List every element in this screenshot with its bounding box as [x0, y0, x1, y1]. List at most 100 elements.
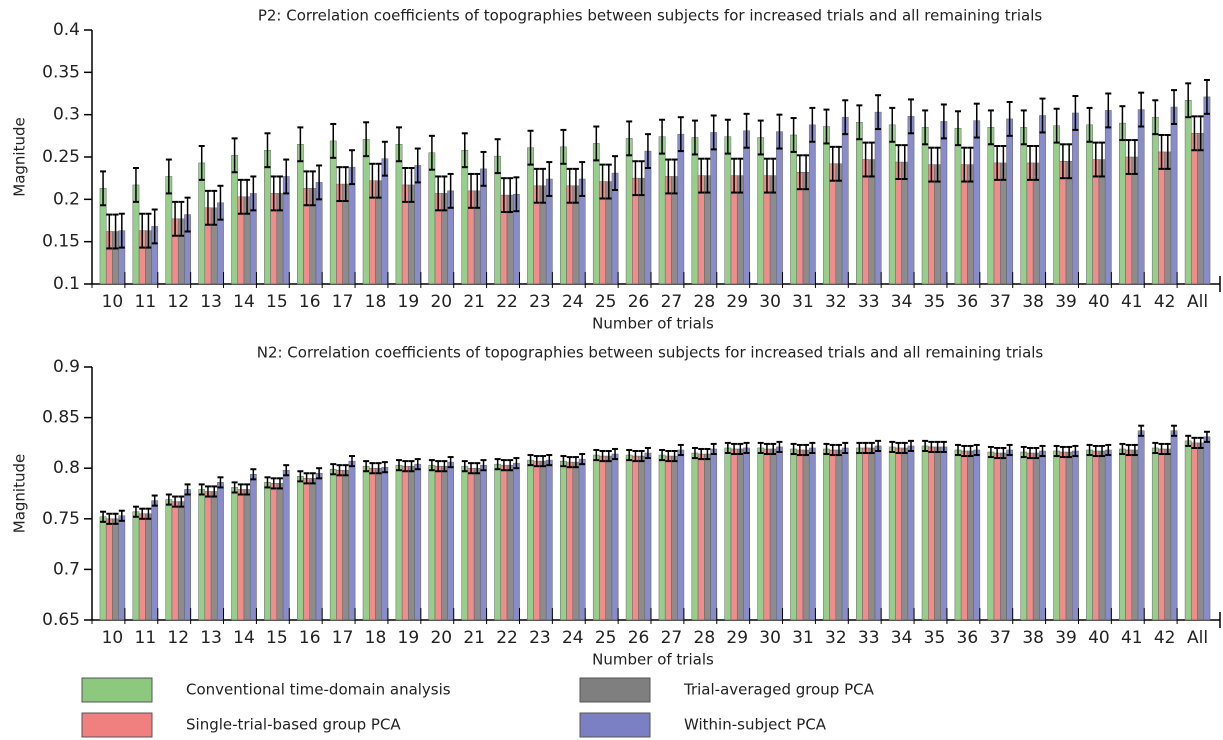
bar: [855, 122, 863, 285]
bar: [928, 446, 935, 621]
bar: [1065, 451, 1073, 621]
legend-label: Conventional time-domain analysis: [186, 681, 451, 699]
x-tick-label: 35: [924, 628, 946, 648]
bar: [808, 447, 816, 621]
bar: [329, 140, 337, 285]
bar: [901, 447, 909, 621]
bar: [1131, 156, 1139, 285]
x-tick-label: 23: [529, 628, 551, 648]
bar: [112, 518, 119, 621]
bar: [539, 460, 547, 621]
bar: [408, 465, 415, 621]
bar: [710, 132, 718, 285]
y-tick-label: 0.65: [42, 610, 80, 630]
x-axis-label: Number of trials: [592, 315, 714, 333]
bar: [395, 144, 403, 285]
x-tick-label: 26: [628, 292, 650, 312]
bar: [835, 163, 843, 285]
bar: [231, 487, 238, 621]
bar: [428, 152, 436, 285]
x-tick-label: 41: [1121, 292, 1143, 312]
bar: [1137, 430, 1145, 621]
x-tick-label: 41: [1121, 628, 1143, 648]
bar: [1158, 151, 1165, 285]
legend-swatch: [81, 712, 153, 738]
x-tick-label: 42: [1154, 292, 1176, 312]
bar: [1119, 122, 1126, 285]
bar: [888, 446, 896, 621]
x-tick-label: 14: [233, 292, 255, 312]
bar: [480, 464, 487, 621]
x-tick-label: 38: [1022, 628, 1044, 648]
x-tick-label: 15: [266, 292, 288, 312]
y-tick-label: 0.25: [42, 147, 80, 167]
bar: [1059, 451, 1067, 621]
bar: [763, 448, 771, 621]
x-tick-label: 42: [1154, 628, 1176, 648]
bar: [434, 465, 442, 621]
x-tick-label: 10: [102, 292, 124, 312]
bar: [625, 138, 633, 285]
x-tick-label: 36: [957, 628, 979, 648]
bar: [467, 467, 475, 621]
bar: [1065, 160, 1073, 285]
bar: [743, 130, 750, 285]
bar: [658, 454, 666, 621]
bar: [533, 460, 541, 621]
x-tick-label: 40: [1088, 628, 1110, 648]
bar: [527, 459, 534, 621]
bar: [940, 446, 948, 621]
bar: [303, 478, 310, 621]
bar: [874, 111, 882, 285]
bar: [138, 513, 146, 621]
x-tick-label: 34: [891, 628, 913, 648]
bar: [165, 499, 173, 621]
bar: [895, 161, 902, 285]
bar: [592, 454, 600, 621]
bar: [296, 144, 304, 285]
bar: [494, 155, 502, 285]
bar: [671, 455, 678, 621]
bar: [204, 491, 212, 621]
bar: [1032, 452, 1040, 621]
x-tick-label: 40: [1088, 292, 1110, 312]
bar: [494, 463, 502, 621]
bar: [940, 121, 948, 285]
bar: [348, 460, 356, 621]
bar: [1125, 449, 1133, 621]
bar: [231, 155, 238, 285]
bar: [862, 447, 869, 621]
bar: [1184, 440, 1192, 621]
bar: [1053, 125, 1061, 285]
bar: [177, 501, 185, 621]
bar: [414, 463, 422, 621]
bar: [987, 127, 995, 285]
bar: [808, 124, 816, 285]
bar: [599, 455, 606, 621]
x-tick-label: 20: [430, 292, 452, 312]
bar: [1059, 160, 1067, 285]
x-tick-label: 33: [858, 292, 880, 312]
bar: [691, 452, 699, 621]
bar: [369, 467, 376, 621]
bar: [1026, 452, 1034, 621]
bar: [1026, 162, 1034, 285]
x-tick-label: 12: [167, 628, 189, 648]
bar: [907, 116, 915, 285]
bar: [1000, 162, 1007, 285]
x-tick-label: 25: [595, 292, 617, 312]
x-tick-label: 29: [726, 292, 748, 312]
x-tick-label: 39: [1055, 628, 1077, 648]
y-tick-label: 0.75: [42, 509, 80, 529]
bar: [638, 455, 646, 621]
bar: [954, 127, 962, 285]
bar: [1006, 118, 1014, 285]
bar: [796, 449, 804, 621]
bar: [473, 467, 481, 621]
bar: [560, 460, 567, 621]
bar: [967, 450, 974, 621]
bar: [664, 455, 672, 621]
x-tick-label: 39: [1055, 292, 1077, 312]
bar: [874, 445, 882, 621]
legend-label: Trial-averaged group PCA: [683, 681, 875, 699]
